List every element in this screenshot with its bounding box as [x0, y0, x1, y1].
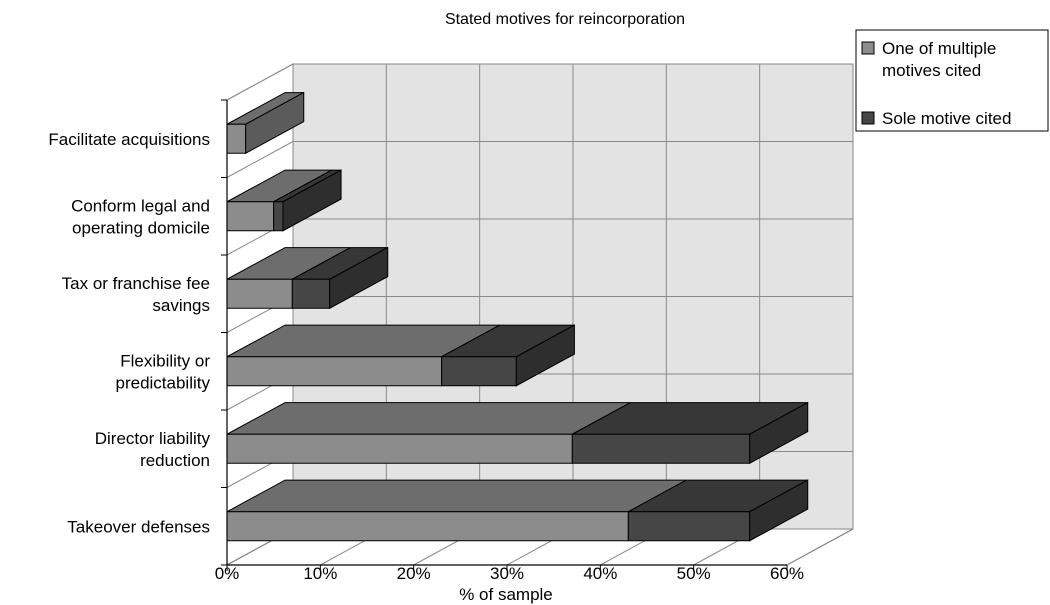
- bar-sole-motive: [571, 433, 751, 464]
- bar-multiple-motives: [226, 433, 573, 464]
- category-label: Flexibility or: [120, 351, 210, 370]
- bar-multiple-motives: [226, 201, 275, 232]
- category-label: Tax or franchise fee: [62, 274, 210, 293]
- bar-side-face: [515, 324, 575, 387]
- bar-sole-motive: [291, 278, 331, 309]
- side-gridline: [226, 63, 294, 101]
- x-axis-label: % of sample: [459, 585, 553, 604]
- category-label: savings: [152, 296, 210, 315]
- legend-swatch: [861, 41, 875, 55]
- bar-multiple-motives: [226, 511, 629, 542]
- bar-multiple-motives: [226, 356, 443, 387]
- x-tick-labels: 0% 10% 20% 30% 40% 50% 60%: [215, 564, 804, 583]
- category-label: Conform legal and: [71, 196, 210, 215]
- axes: [221, 99, 788, 571]
- bar-sole-motive: [441, 356, 517, 387]
- bar-multiple-motives: [226, 278, 293, 309]
- x-tick-label: 20%: [397, 564, 431, 583]
- bar-sole-motive: [273, 201, 284, 232]
- bar-side-face: [329, 246, 389, 310]
- legend-label: Sole motive cited: [882, 109, 1011, 128]
- x-tick-label: 10%: [303, 564, 337, 583]
- legend-label: motives cited: [882, 61, 981, 80]
- legend-swatch: [861, 111, 875, 125]
- side-gridline: [226, 141, 294, 178]
- bar-top-face: [226, 479, 687, 513]
- x-tick-label: 60%: [770, 564, 804, 583]
- bar-side-face: [282, 169, 342, 232]
- legend-box: [855, 29, 1049, 132]
- bar-multiple-motives: [226, 123, 247, 154]
- x-tick-label: 30%: [490, 564, 524, 583]
- bar-side-face: [749, 479, 809, 542]
- bar-sole-motive: [627, 511, 751, 542]
- chart-title: Stated motives for reincorporation: [445, 11, 685, 28]
- bar-top-face: [226, 402, 631, 435]
- category-label: Facilitate acquisitions: [48, 130, 210, 149]
- category-label: Takeover defenses: [67, 517, 210, 536]
- bar-side-face: [749, 401, 809, 465]
- category-label: operating domicile: [72, 218, 210, 237]
- legend: One of multiple motives cited Sole motive …: [855, 29, 1049, 132]
- bars: [226, 91, 809, 542]
- x-tick-label: 40%: [583, 564, 617, 583]
- bar-side-face: [245, 91, 305, 155]
- x-tick-label: 0%: [215, 564, 240, 583]
- category-label: predictability: [116, 373, 211, 392]
- x-tick-label: 50%: [677, 564, 711, 583]
- floor-gridline: [786, 528, 854, 566]
- category-labels: Facilitate acquisitions Conform legal and…: [48, 130, 210, 537]
- legend-label: One of multiple: [882, 39, 996, 58]
- category-label: reduction: [140, 451, 210, 470]
- category-label: Director liability: [95, 429, 211, 448]
